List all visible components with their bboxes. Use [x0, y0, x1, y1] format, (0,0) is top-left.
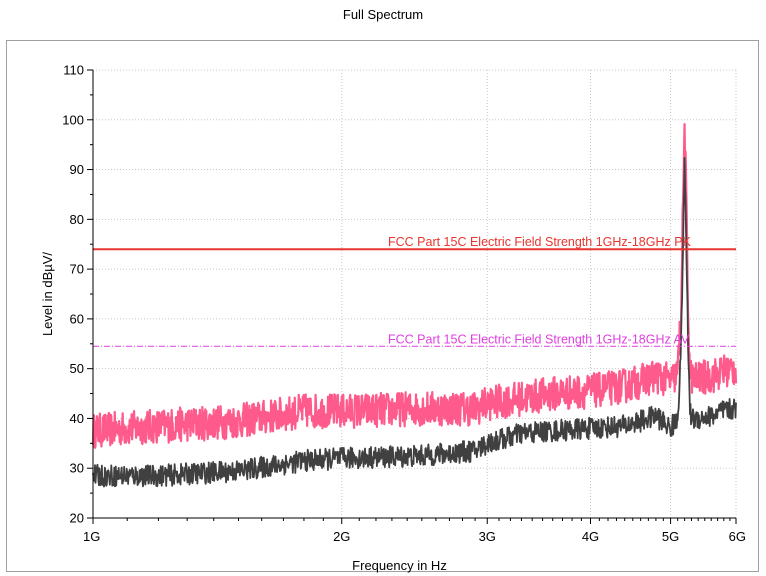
- x-tick-label: 4G: [582, 529, 599, 544]
- pk-limit-label: FCC Part 15C Electric Field Strength 1GH…: [388, 235, 692, 249]
- x-tick-label: 5G: [662, 529, 679, 544]
- x-tick-label: 1G: [83, 529, 100, 544]
- average-trace: [92, 157, 737, 488]
- y-tick-label: 30: [70, 461, 84, 476]
- y-tick-label: 20: [70, 511, 84, 526]
- y-tick-label: 70: [70, 262, 84, 277]
- y-tick-label: 110: [63, 63, 84, 78]
- y-tick-label: 100: [62, 112, 84, 127]
- x-tick-label: 2G: [333, 529, 350, 544]
- plot-area: [93, 70, 736, 518]
- y-tick-label: 80: [70, 212, 84, 227]
- av-limit-label: FCC Part 15C Electric Field Strength 1GH…: [388, 332, 690, 346]
- chart-frame: [6, 40, 759, 572]
- y-tick-label: 90: [70, 162, 84, 177]
- y-tick-label: 50: [70, 361, 84, 376]
- chart-title: Full Spectrum: [342, 7, 424, 22]
- peak-trace: [91, 123, 738, 449]
- series-layer: [91, 123, 738, 488]
- y-axis-label: Level in dBµV/: [40, 252, 55, 336]
- axes: 20 30 40 50 60 70 80 90 100 110 1G 2G 3G 4G 5G 6G: [62, 63, 746, 545]
- y-tick-label: 40: [70, 411, 84, 426]
- y-tick-label: 60: [70, 311, 84, 326]
- x-tick-label: 3G: [479, 529, 496, 544]
- x-tick-label: 6G: [729, 529, 746, 544]
- limit-lines: FCC Part 15C Electric Field Strength 1GH…: [93, 235, 736, 347]
- x-axis-label: Frequency in Hz: [352, 558, 447, 573]
